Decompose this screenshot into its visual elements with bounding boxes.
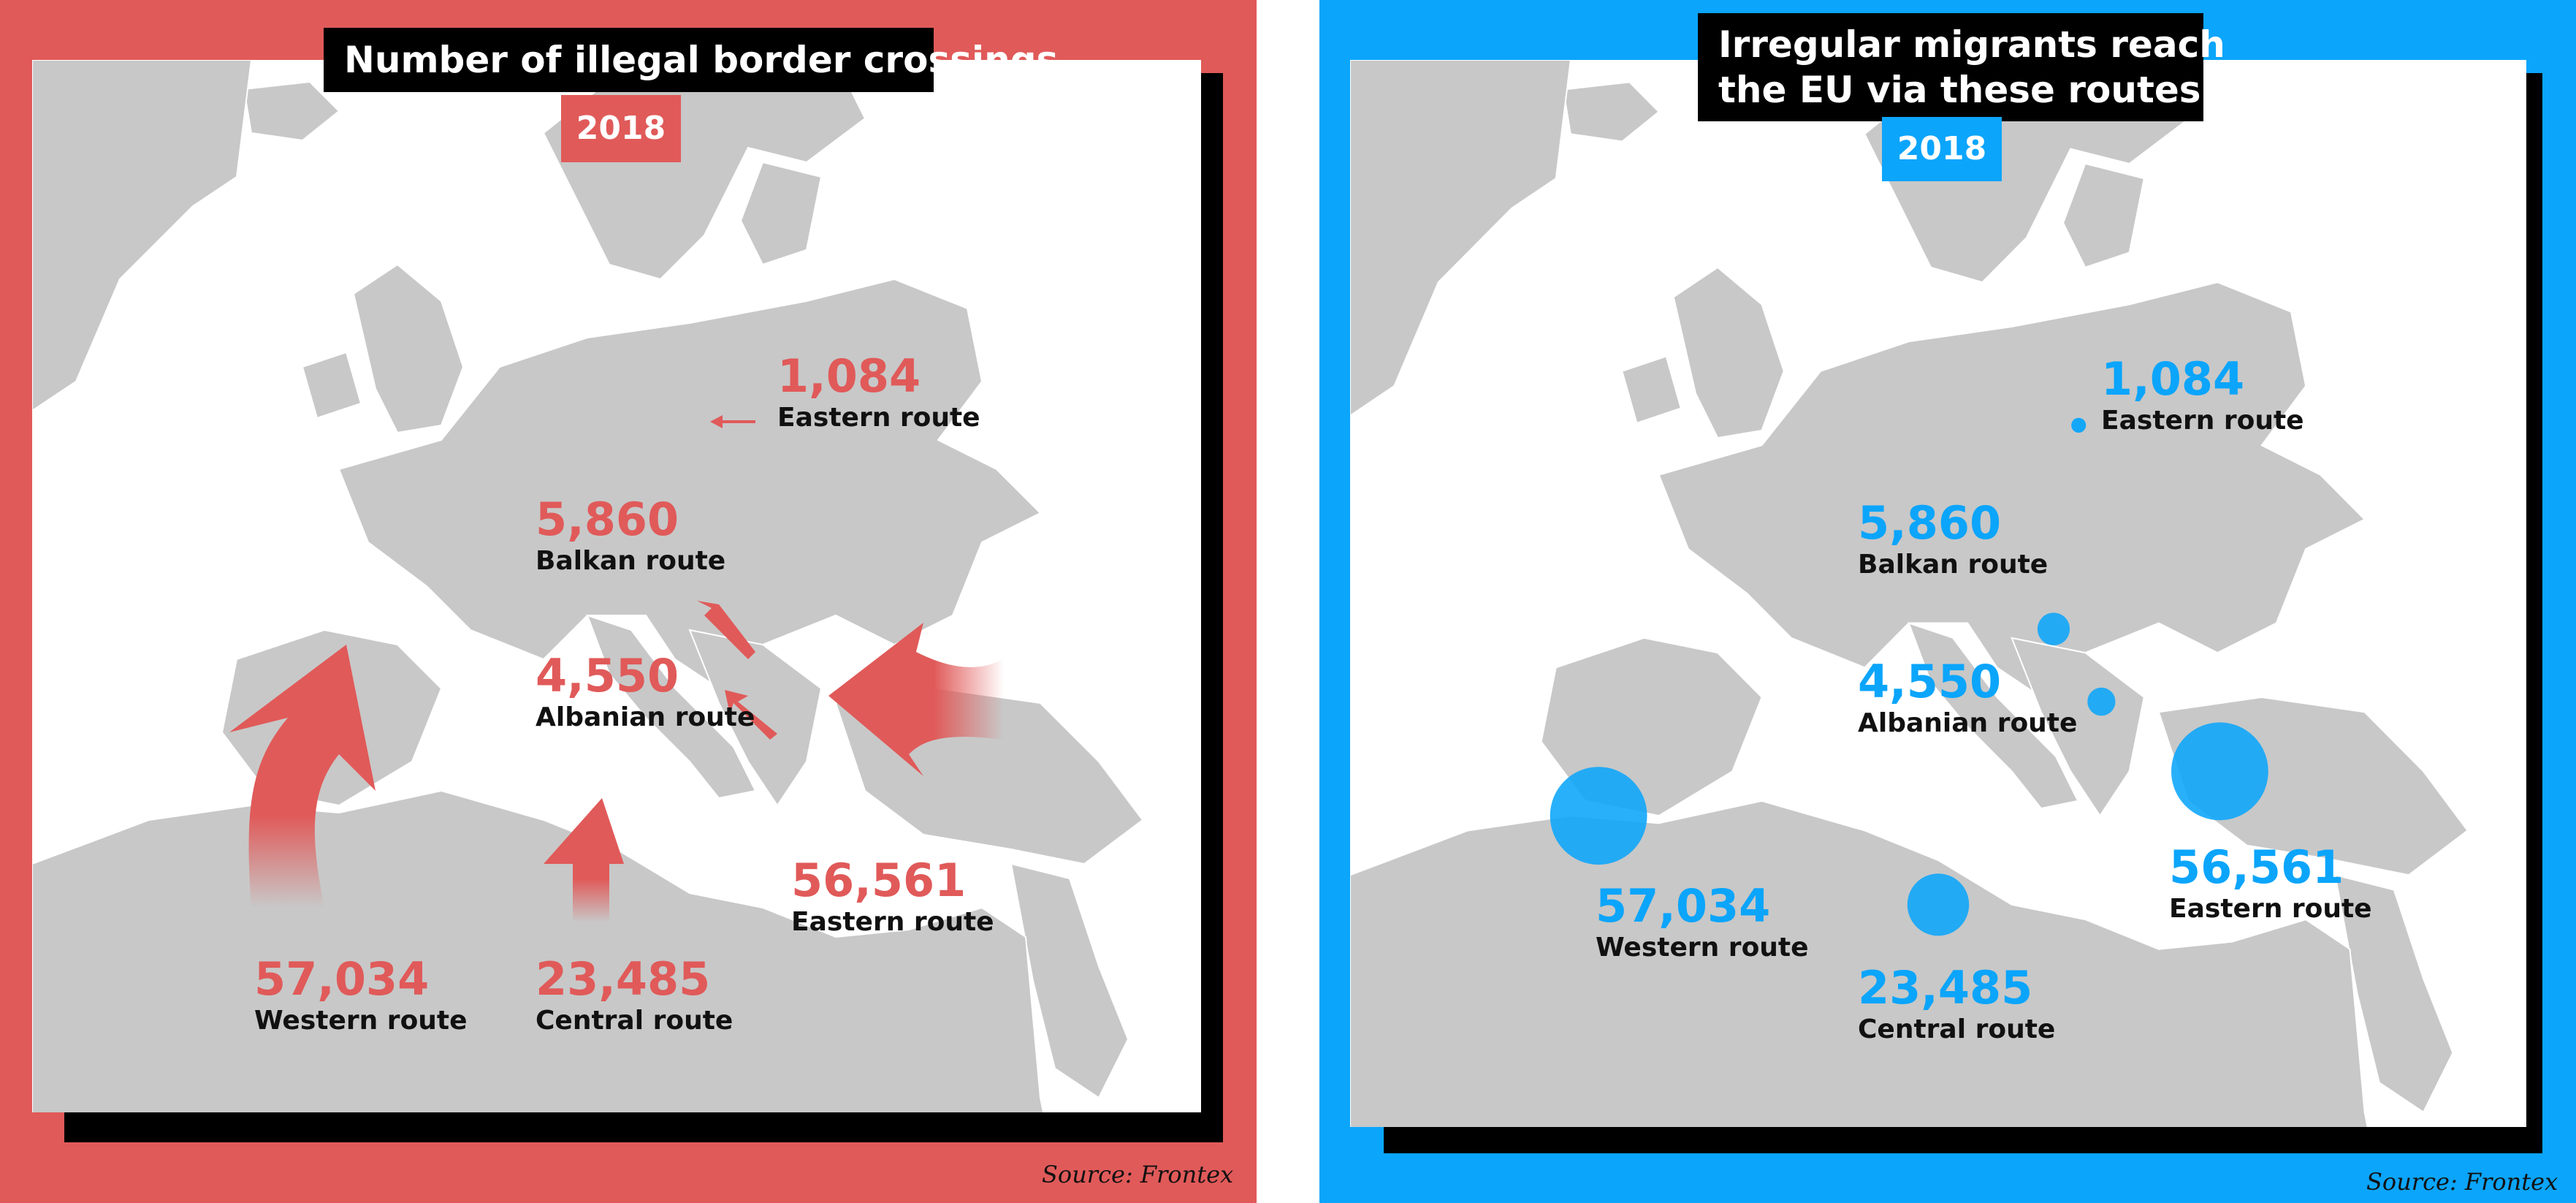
eastern-med-route-circle (2171, 722, 2268, 821)
right-label-eastern-med: 56,561 Eastern route (2169, 840, 2372, 925)
eastern-route-arrow (828, 623, 1004, 776)
map-area (32, 60, 1201, 1112)
western-route-circle (1550, 767, 1647, 865)
right-title-line-2: the EU via these routes (1718, 69, 2201, 111)
right-year-badge: 2018 (1882, 117, 2002, 181)
right-title-line-1: Irregular migrants reach (1718, 23, 2225, 66)
left-title: Number of illegal border crossings (324, 28, 1058, 92)
left-label-eastern-med: 56,561 Eastern route (791, 854, 994, 938)
right-source: Source: Frontex (2366, 1168, 2558, 1196)
right-label-western: 57,034 Western route (1596, 879, 1809, 963)
europe-map (1350, 60, 2469, 1127)
left-label-eastern-north: 1,084 Eastern route (777, 349, 980, 433)
right-title: Irregular migrants reach the EU via thes… (1698, 13, 2225, 121)
western-route-arrow (229, 645, 376, 908)
map-area (1350, 60, 2526, 1127)
eastern-north-route-circle (2071, 417, 2087, 433)
left-label-western: 57,034 Western route (254, 952, 468, 1036)
central-route-circle (1907, 873, 1970, 936)
right-label-albanian: 4,550 Albanian route (1858, 655, 2078, 739)
right-label-central: 23,485 Central route (1858, 961, 2056, 1045)
left-panel: Number of illegal border crossings 2018 … (0, 0, 1257, 1203)
europe-map (32, 60, 1143, 1112)
left-label-central: 23,485 Central route (536, 952, 733, 1036)
left-year-badge: 2018 (561, 95, 681, 162)
albanian-route-circle (2087, 687, 2116, 716)
albanian-route-arrow (725, 690, 777, 740)
right-panel: Irregular migrants reach the EU via thes… (1319, 0, 2576, 1203)
central-route-arrow (544, 798, 624, 922)
right-label-balkan: 5,860 Balkan route (1858, 496, 2049, 580)
left-label-albanian: 4,550 Albanian route (536, 649, 755, 733)
balkan-route-arrow (697, 601, 755, 659)
right-label-eastern-north: 1,084 Eastern route (2101, 352, 2304, 436)
left-label-balkan: 5,860 Balkan route (536, 493, 726, 577)
balkan-route-circle (2037, 612, 2070, 645)
left-source: Source: Frontex (1042, 1161, 1234, 1188)
